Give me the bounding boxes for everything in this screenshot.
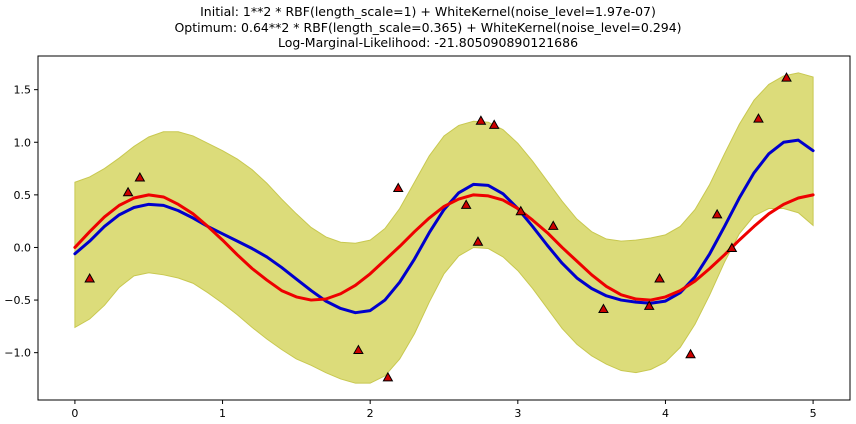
title-line-initial: Initial: 1**2 * RBF(length_scale=1) + Wh… bbox=[200, 4, 656, 19]
title-line-optimum: Optimum: 0.64**2 * RBF(length_scale=0.36… bbox=[174, 19, 682, 35]
plot-area bbox=[73, 72, 815, 384]
axes: 0 1 2 3 4 5 −1.0 −0.5 0.0 0.5 1.0 1.5 bbox=[4, 55, 851, 420]
data-point-marker bbox=[488, 119, 500, 129]
y-tick-label: 1.0 bbox=[14, 136, 32, 149]
data-point-marker bbox=[753, 113, 764, 123]
data-point-marker bbox=[726, 242, 738, 253]
x-tick-label: 1 bbox=[219, 407, 226, 420]
y-tick-label: 0.5 bbox=[14, 189, 32, 202]
data-point-marker bbox=[392, 182, 404, 193]
predicted-mean-line bbox=[73, 138, 815, 315]
data-point-marker bbox=[134, 172, 146, 182]
chart-title: Initial: 1**2 * RBF(length_scale=1) + Wh… bbox=[0, 4, 856, 51]
y-tick-label: −1.0 bbox=[4, 347, 31, 360]
title-line-log-marginal-likelihood: Log-Marginal-Likelihood: -21.80509089012… bbox=[277, 35, 579, 50]
confidence-band bbox=[74, 72, 814, 384]
data-point-marker bbox=[460, 199, 472, 209]
data-point-marker bbox=[472, 236, 484, 246]
data-point-marker bbox=[382, 371, 394, 382]
data-point-marker bbox=[598, 303, 609, 314]
x-tick-label: 3 bbox=[514, 407, 521, 420]
data-point-marker bbox=[654, 273, 665, 283]
data-point-marker bbox=[711, 208, 723, 219]
data-point-marker bbox=[475, 115, 487, 125]
data-point-marker bbox=[643, 300, 655, 310]
data-point-marker bbox=[515, 205, 527, 216]
x-tick-label: 0 bbox=[71, 407, 78, 420]
true-function-line bbox=[73, 193, 815, 302]
data-point-marker bbox=[547, 220, 559, 230]
y-tick-label: −0.5 bbox=[4, 294, 31, 307]
data-point-marker bbox=[685, 348, 696, 359]
axes-frame bbox=[37, 55, 851, 401]
data-point-marker bbox=[122, 186, 134, 197]
data-point-marker bbox=[781, 72, 792, 82]
data-point-marker bbox=[84, 273, 96, 283]
x-tick-label: 2 bbox=[367, 407, 374, 420]
x-tick-label: 4 bbox=[662, 407, 669, 420]
data-point-marker bbox=[353, 344, 364, 355]
y-tick-label: 1.5 bbox=[14, 84, 32, 97]
x-tick-label: 5 bbox=[810, 407, 817, 420]
y-tick-label: 0.0 bbox=[14, 241, 32, 254]
